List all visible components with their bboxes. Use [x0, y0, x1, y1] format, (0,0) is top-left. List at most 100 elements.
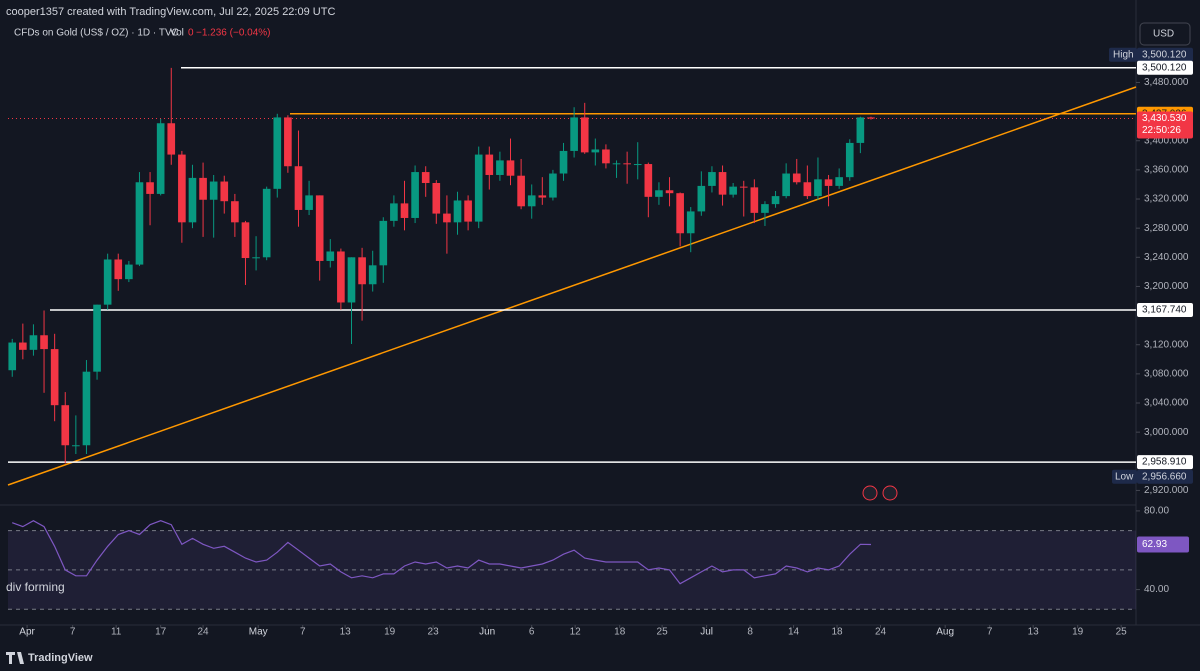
low-value-bg [1137, 469, 1193, 484]
x-tick-label: 25 [657, 627, 669, 638]
candle-body [61, 405, 70, 446]
x-tick-label: 6 [529, 627, 535, 638]
candle-body [803, 182, 812, 197]
x-tick-label: 25 [1116, 627, 1128, 638]
candle-body [358, 257, 366, 285]
candle-body [496, 160, 504, 175]
candle-body [835, 177, 843, 186]
candle-body [549, 173, 557, 198]
x-tick-label: 18 [831, 627, 843, 638]
candle-body [305, 195, 313, 210]
candle-body [146, 182, 154, 194]
candle-body [82, 371, 91, 446]
candle-body [708, 172, 716, 186]
candle-body [93, 304, 101, 372]
candle-body [570, 117, 578, 151]
candle-body [178, 154, 186, 223]
candle-body [209, 181, 218, 200]
x-tick-label: Apr [19, 627, 35, 638]
y-tick-label: 3,080.000 [1144, 369, 1189, 380]
y-tick-label: 3,120.000 [1144, 339, 1189, 350]
vol-label: Vol [170, 28, 184, 39]
x-tick-label: Jul [700, 627, 713, 638]
x-tick-label: 24 [198, 627, 210, 638]
trendline [7, 86, 1137, 486]
candle-body [718, 172, 727, 195]
high-label-bg [1109, 47, 1137, 62]
level-tag: 2,958.910 [1142, 457, 1187, 468]
brand: TradingView [28, 652, 93, 664]
low-label: Low [1115, 471, 1134, 482]
candle-body [739, 186, 748, 188]
currency[interactable]: USD [1153, 29, 1174, 40]
candle-body [464, 200, 472, 222]
candle-body [294, 166, 303, 210]
candle-body [103, 259, 112, 305]
y-tick-label: 3,240.000 [1144, 252, 1189, 263]
candle-body [655, 190, 663, 197]
candle-body [199, 177, 207, 200]
candle-body [686, 211, 695, 234]
candle-body [284, 117, 292, 167]
candle-body [824, 179, 833, 186]
rsi-line [11, 520, 872, 585]
candle-body [125, 264, 133, 280]
high-value: 3,500.120 [1142, 49, 1187, 60]
attribution: cooper1357 created with TradingView.com,… [6, 6, 335, 18]
candle-body [421, 172, 430, 183]
candle-body [135, 182, 144, 265]
currency-box[interactable] [1139, 22, 1191, 46]
x-tick-label: 8 [747, 627, 753, 638]
candle-body [231, 201, 239, 223]
candle-body [623, 163, 631, 165]
candle-body [72, 445, 80, 447]
candle-body [443, 213, 451, 223]
candle-body [188, 177, 197, 223]
level-tag: 3,500.120 [1142, 62, 1187, 73]
x-tick-label: 7 [70, 627, 76, 638]
level-tag-bg [1137, 302, 1193, 317]
level-tag-bg [1137, 455, 1193, 470]
candle-body [665, 190, 674, 194]
candle-body [156, 123, 165, 194]
candle-body [379, 220, 388, 266]
level-tag: 3,167.740 [1142, 305, 1187, 316]
candle-body [771, 196, 780, 205]
candle-body [474, 154, 483, 222]
candle-body [262, 188, 271, 258]
candle-body [845, 142, 854, 178]
x-tick-label: 24 [875, 627, 887, 638]
candle-body [676, 193, 684, 234]
x-tick-label: 13 [1028, 627, 1040, 638]
x-tick-label: 7 [987, 627, 993, 638]
event-icon[interactable] [862, 485, 878, 501]
candle-body [591, 149, 600, 153]
candle-body [697, 185, 706, 212]
x-tick-label: 17 [155, 627, 167, 638]
candle-body [633, 164, 642, 166]
x-tick-label: 11 [111, 627, 122, 638]
event-icon[interactable] [882, 485, 898, 501]
high-value-bg [1137, 47, 1193, 62]
x-tick-label: May [249, 627, 268, 638]
rsi-tick-label: 80.00 [1144, 506, 1169, 517]
y-tick-label: 3,360.000 [1144, 165, 1189, 176]
candle-body [485, 154, 494, 175]
candle-body [241, 222, 250, 259]
candle-body [580, 117, 589, 153]
last-price-tag-bg [1137, 111, 1193, 139]
x-tick-label: 12 [570, 627, 582, 638]
x-tick-label: 18 [614, 627, 626, 638]
y-tick-label: 3,200.000 [1144, 281, 1189, 292]
x-tick-label: 19 [384, 627, 396, 638]
change: −1.236 (−0.04%) [196, 28, 271, 39]
x-tick-label: 13 [340, 627, 352, 638]
y-tick-label: 3,040.000 [1144, 398, 1189, 409]
logo [6, 652, 24, 664]
candle-body [602, 149, 610, 164]
x-tick-label: 7 [300, 627, 306, 638]
y-tick-label: 2,920.000 [1144, 485, 1189, 496]
candle-body [114, 259, 123, 280]
candle-body [750, 187, 759, 213]
